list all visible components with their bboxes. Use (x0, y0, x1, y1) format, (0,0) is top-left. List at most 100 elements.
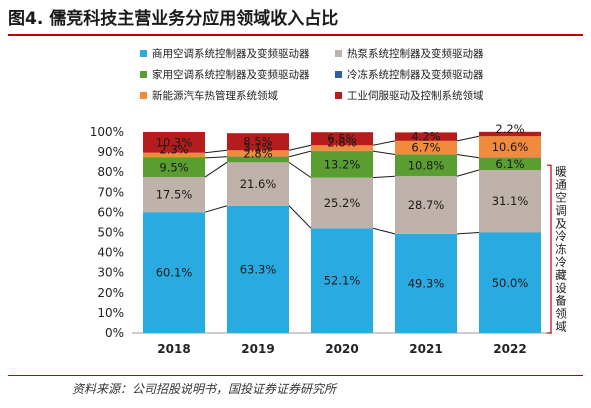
data-label: 9.5% (159, 160, 188, 174)
bar-segment (311, 145, 373, 151)
bar-segment (479, 232, 541, 333)
data-label: 6.5% (327, 132, 356, 146)
connector-line (288, 161, 312, 179)
y-tick-label: 50% (97, 226, 124, 240)
legend-swatch (335, 71, 342, 78)
data-label: 13.2% (324, 157, 361, 171)
data-label: 28.7% (408, 198, 445, 212)
legend-item: 新能源汽车热管理系统领域 (140, 88, 278, 103)
bar-segment (143, 157, 205, 158)
bar-segment (227, 205, 289, 333)
connector-line (204, 149, 228, 154)
legend-item: 商用空调系统控制器及变频驱动器 (140, 46, 310, 61)
legend-label: 工业伺服驱动及控制系统领域 (347, 90, 484, 102)
bar-segment (143, 212, 205, 333)
data-label: 52.1% (324, 274, 361, 288)
data-label: 49.3% (408, 276, 445, 290)
data-label: 4.2% (411, 130, 440, 144)
y-tick-label: 60% (97, 205, 124, 219)
bar-segment (227, 150, 289, 157)
legend-label: 商用空调系统控制器及变频驱动器 (152, 48, 310, 60)
y-tick-label: 80% (97, 165, 124, 179)
connector-line (288, 150, 312, 158)
bar-segment (395, 154, 457, 177)
bar-segment (143, 157, 205, 178)
legend-label: 冷冻系统控制器及变频驱动器 (347, 69, 484, 81)
data-label: 2.2% (495, 122, 524, 136)
connector-line (372, 140, 396, 146)
legend-label: 热泵系统控制器及变频驱动器 (347, 48, 484, 60)
bar-segment (143, 132, 205, 153)
x-tick-label: 2022 (493, 342, 526, 356)
bar-segment (311, 228, 373, 333)
connector-line (456, 169, 480, 177)
y-tick-label: 40% (97, 246, 124, 260)
connector-line (456, 232, 480, 235)
y-tick-label: 30% (97, 266, 124, 280)
data-label: 10.8% (408, 158, 445, 172)
connector-line (456, 154, 480, 159)
connector-line (372, 227, 396, 235)
x-tick-label: 2020 (325, 342, 358, 356)
data-label: 8.5% (243, 135, 272, 149)
data-label: 17.5% (156, 188, 193, 202)
legend-swatch (140, 92, 147, 99)
data-label: 25.2% (324, 196, 361, 210)
bar-segment (227, 133, 289, 151)
legend-item: 热泵系统控制器及变频驱动器 (335, 46, 484, 61)
connector-line (288, 144, 312, 151)
data-label: 6.7% (411, 141, 440, 155)
bar-segment (311, 177, 373, 229)
connector-line (372, 150, 396, 156)
footer-divider (8, 375, 583, 376)
page-title: 图4. 儒竞科技主营业务分应用领域收入占比 (8, 9, 339, 29)
y-tick-label: 0% (105, 326, 124, 340)
legend-label: 新能源汽车热管理系统领域 (152, 90, 278, 102)
x-tick-label: 2018 (157, 342, 190, 356)
data-label: 50.0% (492, 276, 529, 290)
bar-segment (395, 176, 457, 234)
data-label: 63.3% (240, 262, 277, 276)
annotation-label: 暖通空调及冷冻冷藏设备领域 (555, 165, 567, 334)
connector-line (372, 175, 396, 179)
data-label: 3.1% (243, 140, 272, 154)
legend-item: 冷冻系统控制器及变频驱动器 (335, 67, 484, 82)
legend-swatch (335, 50, 342, 57)
data-label: 31.1% (492, 194, 529, 208)
y-tick-label: 70% (97, 185, 124, 199)
bar-segment (395, 233, 457, 333)
bar-segment (143, 152, 205, 158)
legend-swatch (335, 92, 342, 99)
bar-segment (395, 140, 457, 155)
data-label: 21.6% (240, 177, 277, 191)
connector-line (204, 161, 228, 178)
connector-line (456, 135, 480, 142)
x-tick-label: 2021 (409, 342, 442, 356)
y-tick-label: 90% (97, 145, 124, 159)
y-tick-label: 100% (90, 125, 124, 139)
data-label: 10.6% (492, 140, 529, 154)
legend-item: 家用空调系统控制器及变频驱动器 (140, 67, 310, 82)
bar-segment (311, 151, 373, 178)
data-label: 10.3% (156, 135, 193, 149)
bar-segment (395, 132, 457, 141)
bar-segment (227, 162, 289, 206)
y-tick-label: 10% (97, 306, 124, 320)
legend-item: 工业伺服驱动及控制系统领域 (335, 88, 484, 103)
annotation-bracket (547, 164, 552, 334)
bar-segment (479, 131, 541, 137)
legend-swatch (140, 50, 147, 57)
data-label: 6.1% (495, 157, 524, 171)
data-label: 2.3% (159, 143, 188, 157)
bar-segment (479, 157, 541, 170)
data-label: 2.8% (243, 147, 272, 161)
bar-segment (479, 169, 541, 233)
connector-line (288, 205, 312, 229)
bar-segment (227, 156, 289, 163)
y-tick-label: 20% (97, 286, 124, 300)
legend-swatch (140, 71, 147, 78)
data-label: 2.8% (327, 135, 356, 149)
bar-segment (479, 136, 541, 158)
bar-segment (143, 177, 205, 213)
